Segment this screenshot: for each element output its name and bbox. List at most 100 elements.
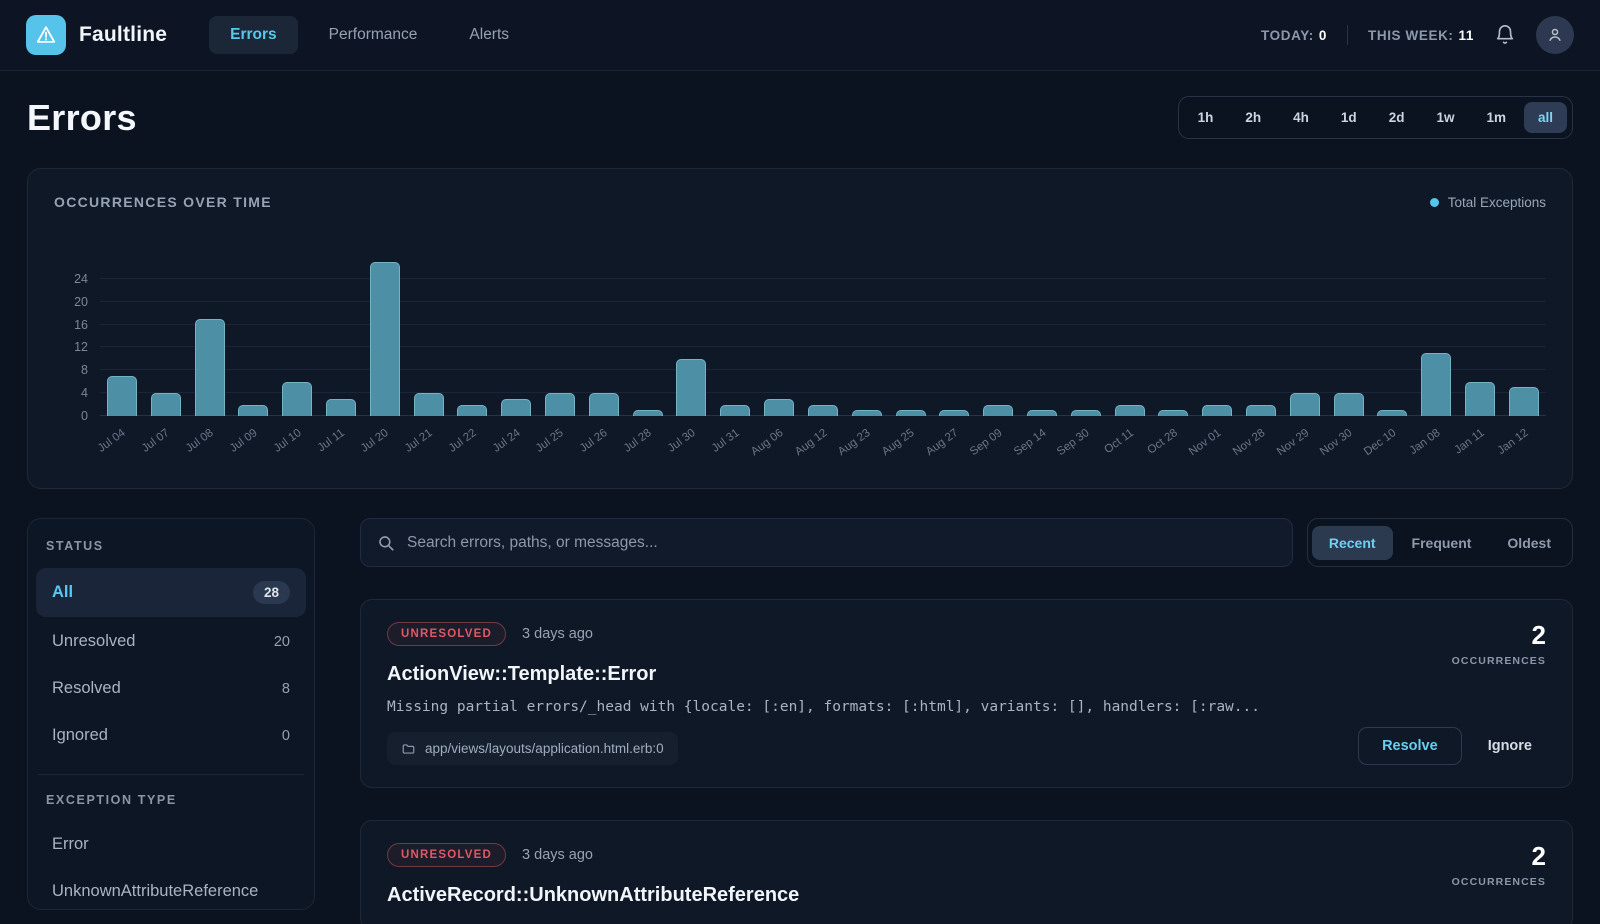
chart-bar (1289, 393, 1320, 416)
error-card[interactable]: UNRESOLVED 3 days ago ActionView::Templa… (360, 599, 1573, 788)
chart-x-labels: Jul 04 Jul 07 Jul 08 Jul 09 Jul 10 Jul 11 Jul … (96, 416, 1546, 478)
count-badge: 28 (252, 581, 290, 604)
chart-bar (588, 393, 619, 416)
chart-bar (150, 393, 181, 416)
occurrence-count: 2 (1531, 620, 1546, 650)
x-tick-label: Jul 10 (271, 427, 304, 455)
x-tick-label: Jul 28 (621, 427, 654, 455)
timestamp: 3 days ago (522, 847, 593, 863)
time-range-group: 1h 2h 4h 1d 2d 1w 1m all (1177, 96, 1573, 139)
chart-bar (457, 404, 488, 416)
x-tick-label: Jul 04 (96, 427, 129, 455)
x-tick-label: Jul 11 (315, 427, 348, 455)
gridline (100, 369, 1546, 371)
chart-plot (100, 256, 1546, 416)
chart-bar (676, 358, 707, 416)
time-range-4h[interactable]: 4h (1279, 102, 1323, 133)
occurrence-count: 2 (1531, 841, 1546, 871)
chart-bar (632, 410, 663, 416)
type-filter-unknown-attribute-reference[interactable]: UnknownAttributeReference (52, 882, 259, 900)
occurrences-chart-panel: OCCURRENCES OVER TIME Total Exceptions 0… (27, 168, 1573, 489)
chart-legend: Total Exceptions (1429, 194, 1546, 210)
chart-bar (501, 398, 532, 416)
chart-bar (1246, 404, 1277, 416)
bell-icon (1494, 23, 1516, 47)
y-tick-label: 0 (81, 409, 88, 423)
x-tick-label: Jul 07 (140, 427, 172, 455)
time-range-1w[interactable]: 1w (1422, 102, 1468, 133)
error-title[interactable]: ActiveRecord::UnknownAttributeReference (387, 884, 800, 906)
sidebar-divider (38, 774, 304, 775)
sort-frequent[interactable]: Frequent (1395, 526, 1489, 560)
status-section-title: STATUS (46, 539, 104, 553)
x-tick-label: Jul 26 (578, 427, 611, 455)
gridline (100, 277, 1546, 279)
notifications-button[interactable] (1494, 23, 1516, 47)
status-badge: UNRESOLVED (387, 843, 507, 867)
y-tick-label: 4 (81, 386, 88, 401)
error-title[interactable]: ActionView::Template::Error (387, 663, 657, 685)
time-range-1d[interactable]: 1d (1327, 102, 1371, 133)
search-box (360, 518, 1293, 567)
chart-bars (100, 256, 1546, 416)
chart-bar (194, 318, 225, 416)
error-path: app/views/layouts/application.html.erb:0 (425, 741, 664, 756)
resolve-button[interactable]: Resolve (1358, 727, 1462, 765)
time-range-2d[interactable]: 2d (1375, 102, 1419, 133)
primary-nav: Errors Performance Alerts (209, 16, 530, 54)
sort-oldest[interactable]: Oldest (1490, 526, 1568, 560)
chart-bar (282, 381, 313, 416)
chart-bar (413, 393, 444, 416)
status-filter-ignored[interactable]: Ignored 0 (52, 726, 290, 744)
ignore-button[interactable]: Ignore (1474, 728, 1546, 764)
chart-y-axis: 0 4 8 12 16 20 24 (54, 256, 100, 423)
x-tick-label: Jul 24 (490, 427, 523, 455)
count-value: 0 (281, 727, 290, 744)
x-tick-label: Jul 31 (709, 427, 742, 455)
nav-tab-errors[interactable]: Errors (209, 16, 298, 54)
x-tick-label: Oct 11 (1101, 427, 1136, 457)
time-range-2h[interactable]: 2h (1231, 102, 1275, 133)
time-range-1h[interactable]: 1h (1184, 102, 1228, 133)
chart-bar (545, 393, 576, 416)
occurrence-label: OCCURRENCES (1451, 876, 1546, 888)
user-menu-button[interactable] (1536, 16, 1574, 54)
y-tick-label: 20 (74, 294, 88, 309)
x-tick-label: Jul 22 (446, 427, 479, 455)
chart-bar (1421, 353, 1452, 416)
chart-bar (106, 376, 137, 416)
status-filter-all[interactable]: All 28 (36, 568, 306, 617)
chart-bar (1070, 410, 1101, 416)
brand-logo (26, 15, 66, 55)
timestamp: 3 days ago (522, 626, 593, 642)
bar-chart: 0 4 8 12 16 20 24 Jul 04 Jul 07 Jul 08 Jul 09 Jul … (54, 256, 1546, 478)
stat-today: TODAY: 0 (1261, 27, 1328, 43)
status-filter-unresolved[interactable]: Unresolved 20 (52, 632, 290, 650)
y-tick-label: 24 (74, 271, 88, 286)
time-range-all[interactable]: all (1523, 102, 1567, 133)
count-value: 8 (281, 680, 290, 697)
chart-bar (807, 404, 838, 416)
sort-recent[interactable]: Recent (1311, 525, 1393, 560)
folder-icon (401, 742, 416, 756)
error-message: Missing partial errors/_head with {local… (387, 699, 1260, 715)
chart-bar (1333, 393, 1364, 416)
error-path-chip[interactable]: app/views/layouts/application.html.erb:0 (387, 732, 678, 765)
chart-bar (764, 398, 795, 416)
brand-name: Faultline (79, 23, 168, 46)
search-input[interactable] (407, 533, 1276, 552)
filter-sidebar: STATUS All 28 Unresolved 20 Resolved 8 I… (27, 518, 315, 910)
chart-bar (1158, 410, 1189, 416)
status-filter-resolved[interactable]: Resolved 8 (52, 679, 290, 697)
nav-tab-performance[interactable]: Performance (328, 26, 418, 43)
stat-this-week: THIS WEEK: 11 (1368, 27, 1474, 43)
gridline (100, 346, 1546, 348)
nav-tab-alerts[interactable]: Alerts (469, 26, 510, 43)
error-card[interactable]: UNRESOLVED 3 days ago ActiveRecord::Unkn… (360, 820, 1573, 924)
app-header: Faultline Errors Performance Alerts TODA… (0, 0, 1600, 71)
type-filter-error[interactable]: Error (52, 835, 89, 853)
legend-label: Total Exceptions (1447, 194, 1546, 210)
chart-bar (1026, 410, 1057, 416)
time-range-1m[interactable]: 1m (1472, 102, 1520, 133)
gridline (100, 323, 1546, 325)
